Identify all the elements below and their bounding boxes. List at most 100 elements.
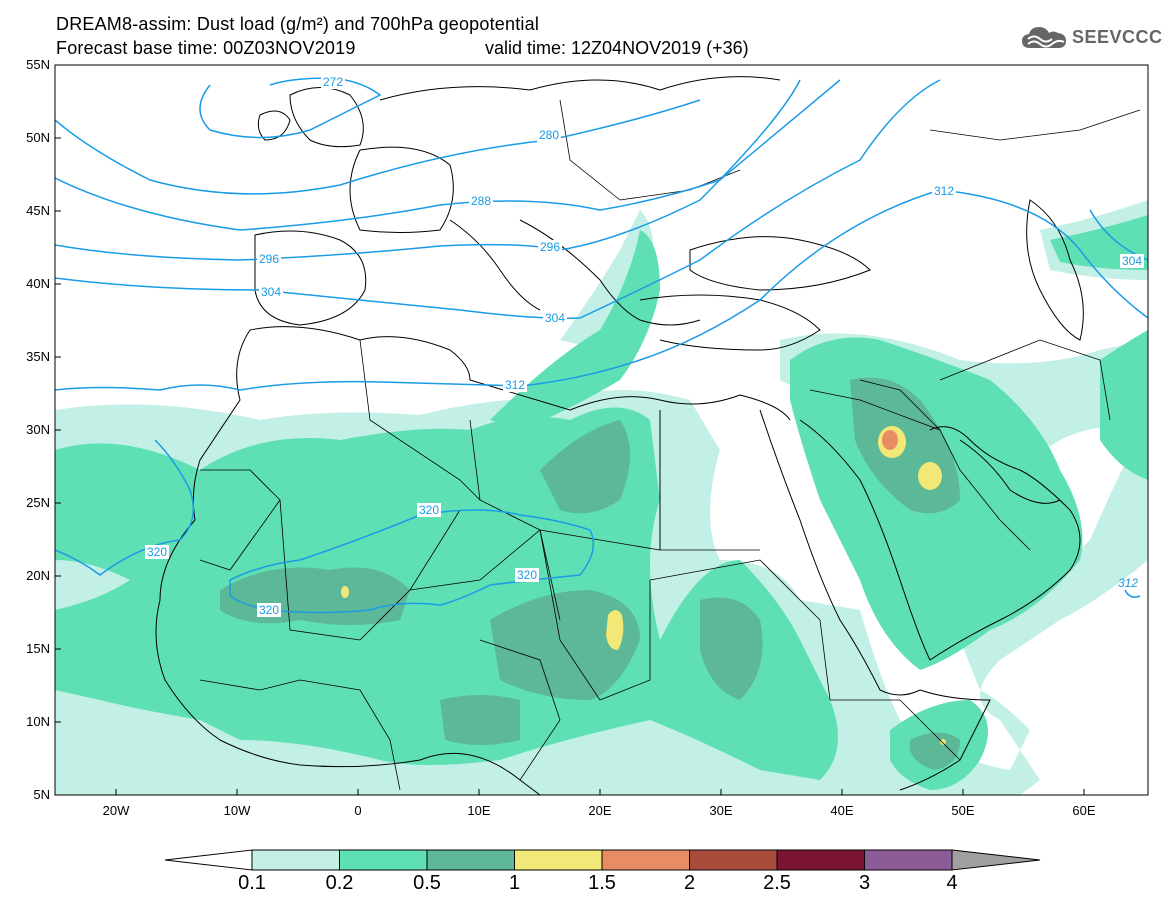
lat-label: 50N (26, 130, 50, 145)
contour-label: 320 (145, 545, 170, 559)
contour-label: 304 (543, 311, 568, 325)
border-algeria (359, 339, 481, 501)
lon-label: 0 (354, 803, 362, 818)
contour-312-east (1124, 589, 1141, 598)
lat-label: 35N (26, 349, 50, 364)
lat-label: 30N (26, 422, 50, 437)
colorbar-bin-6 (689, 849, 778, 871)
border-mauritania (199, 469, 281, 571)
contour-320-west (55, 439, 195, 576)
colorbar-bin-5 (601, 849, 690, 871)
dust-region-dark-nigeria (440, 695, 520, 745)
dust-region-yellow-saudi (918, 462, 942, 490)
contour-280 (55, 99, 701, 195)
coast-africa-north (249, 326, 791, 421)
border-egypt (659, 410, 760, 551)
dust-region-yellow-chad (606, 610, 624, 650)
border-iran (939, 339, 1111, 421)
contour-288 (55, 79, 841, 231)
colorbar-tick-label: 1.5 (588, 872, 616, 894)
dust-region-medium-med (490, 230, 660, 430)
coast-africa-west (155, 329, 541, 795)
contour-label: 320 (417, 503, 442, 517)
colorbar-tick-label: 0.1 (238, 872, 266, 894)
colorbar-bin-8 (864, 849, 953, 871)
colorbar-bin-3 (426, 849, 515, 871)
contour-label: 312 (503, 378, 528, 392)
dust-region-medium-sahara (55, 407, 838, 780)
coast-ireland (257, 110, 291, 141)
axis-ticks (55, 64, 1085, 795)
coast-balkans (519, 219, 701, 326)
colorbar-tick-label: 2.5 (763, 872, 791, 894)
border-ethiopia (830, 699, 961, 761)
dust-region-yellow-horn (940, 739, 946, 745)
colorbar-max-triangle (951, 849, 1041, 871)
contour-label: 320 (515, 568, 540, 582)
contour-label: 296 (257, 252, 282, 266)
contour-312 (55, 189, 1148, 391)
contour-label: 312 (1118, 576, 1139, 590)
lat-label: 25N (26, 495, 50, 510)
border-west-africa (199, 679, 401, 791)
lat-label: 5N (33, 787, 50, 802)
valid-time: valid time: 12Z04NOV2019 (+36) (485, 38, 749, 58)
lon-label: 10E (467, 803, 491, 818)
lon-label: 40E (830, 803, 854, 818)
colorbar-tick-label: 2 (683, 872, 696, 894)
coast-france (349, 146, 454, 233)
dust-region-yellow-mali (341, 586, 349, 598)
colorbar-min-triangle (164, 849, 253, 871)
dust-region-dark-horn (910, 732, 960, 770)
coast-italy (449, 219, 541, 311)
border-mali (279, 499, 461, 641)
lon-label: 50E (951, 803, 975, 818)
seevccc-logo: SEEVCCC (1020, 24, 1163, 50)
dust-shading (55, 200, 1148, 795)
colorbar-bin-2 (339, 849, 428, 871)
dust-region-dark-chad (490, 590, 640, 700)
lon-label: 20W (102, 803, 130, 818)
border-niger (409, 529, 561, 621)
cloud-icon (1022, 27, 1066, 48)
contour-label: 304 (259, 285, 284, 299)
border-saudi (809, 389, 1031, 551)
border-sudan (649, 559, 831, 701)
borders (199, 99, 1141, 791)
colorbar-bin-1 (251, 849, 340, 871)
map-title: DREAM8-assim: Dust load (g/m²) and 700hP… (56, 14, 540, 34)
border-europe-east (559, 99, 741, 201)
colorbar-tick-label: 4 (946, 872, 958, 894)
contour-label: 304 (1120, 254, 1145, 268)
coast-north-europe (379, 76, 781, 101)
lat-label: 10N (26, 714, 50, 729)
coast-black-sea (689, 236, 871, 291)
border-nigeria (479, 639, 561, 781)
lat-label: 20N (26, 568, 50, 583)
forecast-base-time: Forecast base time: 00Z03NOV2019 (56, 38, 356, 58)
colorbar-tick-label: 0.2 (325, 872, 354, 894)
border-iraq (859, 379, 941, 431)
colorbar-tick-label: 1 (508, 872, 521, 894)
contour-label: 320 (257, 603, 282, 617)
dust-region-dark-libya (540, 420, 630, 514)
coast-red-sea (759, 409, 921, 696)
border-central-asia (929, 109, 1141, 141)
contour-label: 288 (469, 194, 494, 208)
lon-label: 20E (588, 803, 612, 818)
lat-label: 55N (26, 57, 50, 72)
contour-label: 280 (537, 128, 562, 142)
logo-text: SEEVCCC (1072, 26, 1163, 47)
colorbar-tick-label: 0.5 (413, 872, 441, 894)
coast-caspian (1026, 199, 1084, 341)
lon-label: 30E (709, 803, 733, 818)
coast-turkey (639, 294, 821, 351)
border-chad (539, 529, 651, 701)
contour-label: 296 (538, 240, 563, 254)
contour-320-central (229, 509, 595, 614)
lat-label: 15N (26, 641, 50, 656)
dust-region-orange-iraq (882, 430, 898, 450)
coast-arabia (799, 419, 1081, 661)
contour-304 (55, 79, 941, 320)
